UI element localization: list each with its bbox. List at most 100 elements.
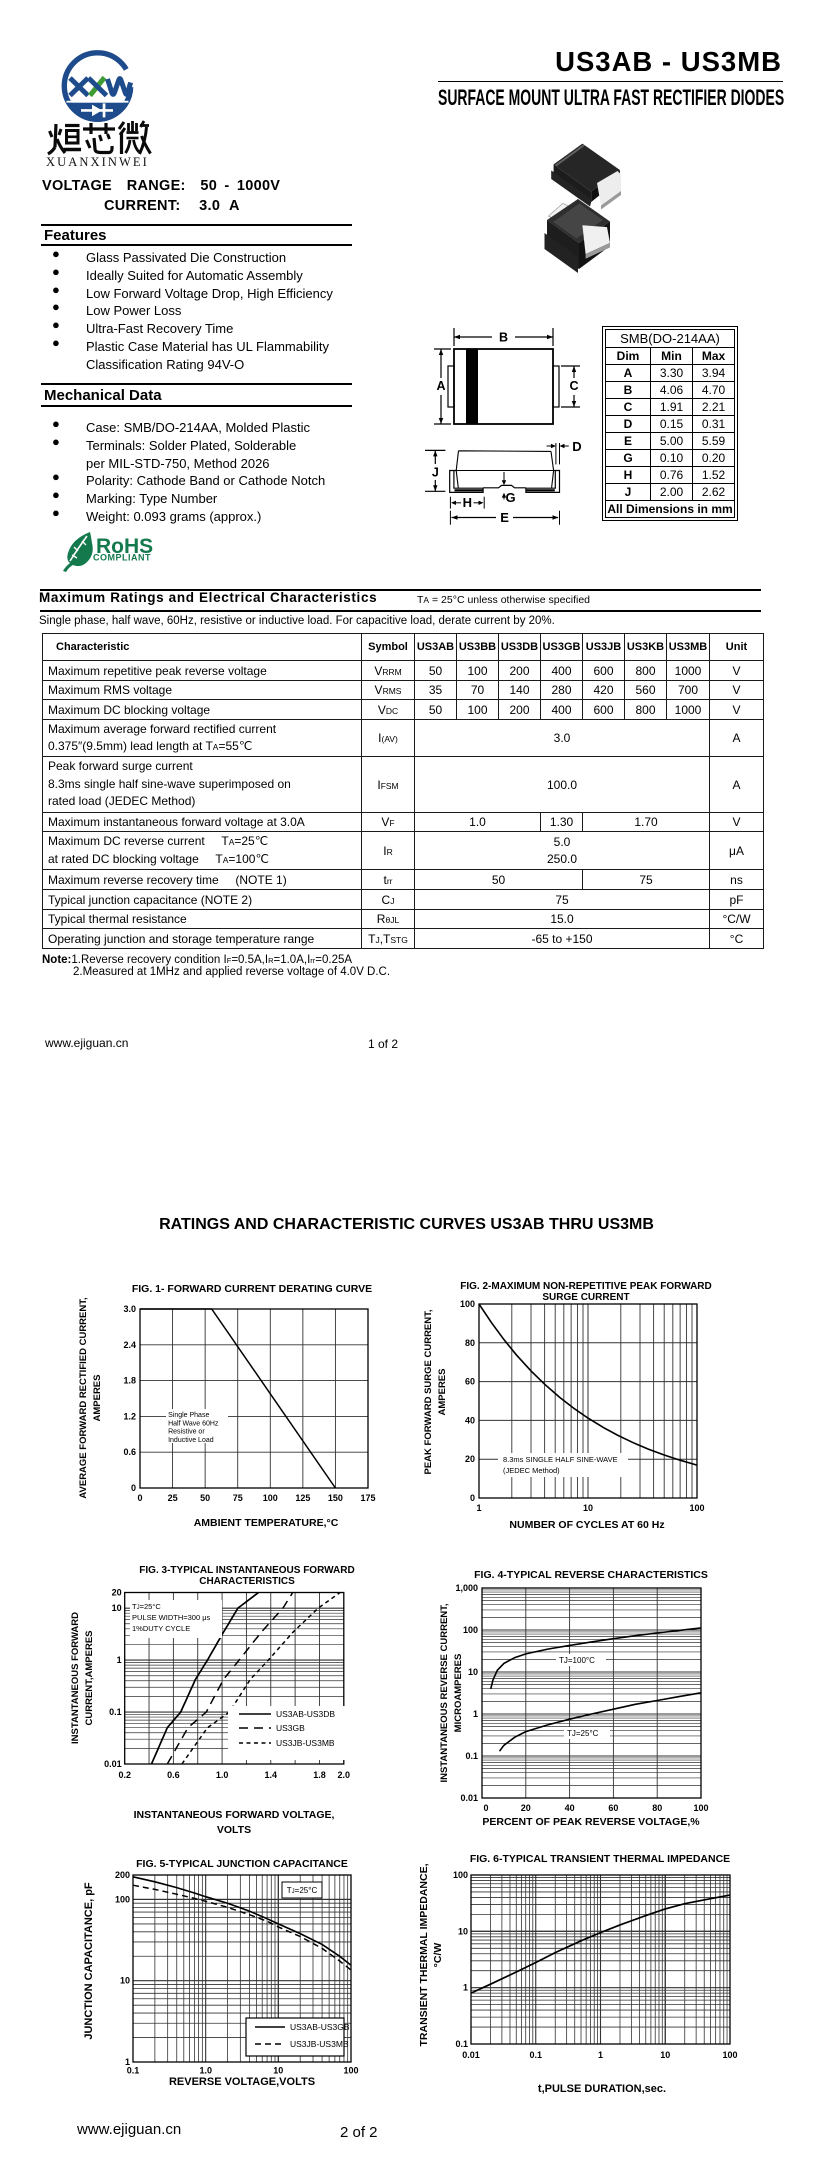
svg-text:FIG. 5-TYPICAL JUNCTION CAPACI: FIG. 5-TYPICAL JUNCTION CAPACITANCE xyxy=(136,1858,348,1870)
svg-text:1.0: 1.0 xyxy=(199,2066,212,2076)
svg-text:1: 1 xyxy=(598,2050,603,2060)
svg-text:US3GB: US3GB xyxy=(276,1723,305,1733)
svg-text:0.1: 0.1 xyxy=(455,2039,468,2049)
svg-text:REVERSE VOLTAGE,VOLTS: REVERSE VOLTAGE,VOLTS xyxy=(169,2076,315,2088)
svg-text:Half Wave 60Hz: Half Wave 60Hz xyxy=(168,1420,219,1427)
svg-text:0.6: 0.6 xyxy=(167,1770,180,1780)
svg-text:INSTANTANEOUS FORWARD VOLTAGE,: INSTANTANEOUS FORWARD VOLTAGE, xyxy=(134,1809,335,1821)
svg-text:H: H xyxy=(463,495,472,510)
svg-text:E: E xyxy=(500,510,509,525)
svg-text:10: 10 xyxy=(583,1503,593,1513)
svg-text:0.1: 0.1 xyxy=(465,1751,478,1761)
svg-text:TJ=25°C: TJ=25°C xyxy=(567,1729,599,1738)
svg-text:20: 20 xyxy=(112,1588,122,1598)
svg-text:60: 60 xyxy=(465,1377,475,1387)
svg-text:100: 100 xyxy=(343,2066,358,2076)
svg-text:1: 1 xyxy=(117,1655,122,1665)
svg-text:COMPLIANT: COMPLIANT xyxy=(93,553,151,563)
svg-text:80: 80 xyxy=(465,1338,475,1348)
svg-text:80: 80 xyxy=(652,1803,662,1813)
svg-text:1: 1 xyxy=(125,2057,130,2067)
svg-text:10: 10 xyxy=(120,1976,130,1986)
svg-text:50: 50 xyxy=(200,1493,210,1503)
svg-text:0: 0 xyxy=(137,1493,142,1503)
svg-text:C: C xyxy=(569,379,578,393)
svg-text:FIG. 6-TYPICAL TRANSIENT THERM: FIG. 6-TYPICAL TRANSIENT THERMAL IMPEDAN… xyxy=(470,1853,730,1865)
svg-text:0: 0 xyxy=(483,1803,488,1813)
svg-text:100: 100 xyxy=(115,1895,130,1905)
svg-text:1: 1 xyxy=(476,1503,481,1513)
svg-text:60: 60 xyxy=(608,1803,618,1813)
svg-text:SURGE CURRENT: SURGE CURRENT xyxy=(542,1292,629,1303)
svg-text:200: 200 xyxy=(115,1870,130,1880)
svg-text:Resistive or: Resistive or xyxy=(168,1429,205,1436)
svg-text:US3JB-US3MB: US3JB-US3MB xyxy=(290,2039,349,2049)
svg-text:0.1: 0.1 xyxy=(109,1707,122,1717)
svg-text:CURRENT,AMPERES: CURRENT,AMPERES xyxy=(84,1630,95,1725)
svg-text:1: 1 xyxy=(473,1709,478,1719)
svg-text:US3JB-US3MB: US3JB-US3MB xyxy=(276,1738,335,1748)
svg-text:75: 75 xyxy=(233,1493,243,1503)
svg-text:AMBIENT TEMPERATURE,°C: AMBIENT TEMPERATURE,°C xyxy=(194,1517,339,1529)
svg-text:1.0: 1.0 xyxy=(216,1770,229,1780)
svg-text:MICROAMPERES: MICROAMPERES xyxy=(453,1654,464,1733)
svg-text:Single Phase: Single Phase xyxy=(168,1412,209,1419)
svg-text:1%DUTY CYCLE: 1%DUTY CYCLE xyxy=(132,1624,190,1633)
svg-text:TJ=25°C: TJ=25°C xyxy=(287,1886,318,1895)
svg-text:10: 10 xyxy=(112,1603,122,1613)
svg-text:100: 100 xyxy=(693,1803,708,1813)
svg-text:FIG. 4-TYPICAL REVERSE CHARACT: FIG. 4-TYPICAL REVERSE CHARACTERISTICS xyxy=(474,1569,708,1581)
svg-text:J: J xyxy=(432,466,439,480)
svg-text:0.2: 0.2 xyxy=(118,1770,131,1780)
svg-text:3.0: 3.0 xyxy=(123,1304,136,1314)
svg-text:125: 125 xyxy=(295,1493,310,1503)
svg-text:INSTANTANEOUS FORWARD: INSTANTANEOUS FORWARD xyxy=(70,1612,81,1744)
svg-text:20: 20 xyxy=(521,1803,531,1813)
svg-text:TRANSIENT THERMAL IMPEDANCE,: TRANSIENT THERMAL IMPEDANCE, xyxy=(418,1863,430,2046)
svg-text:INSTANTANEOUS REVERSE CURRENT,: INSTANTANEOUS REVERSE CURRENT, xyxy=(439,1603,450,1782)
svg-text:VOLTS: VOLTS xyxy=(217,1824,251,1836)
svg-text:AVERAGE FORWARD RECTIFIED CURR: AVERAGE FORWARD RECTIFIED CURRENT, xyxy=(78,1297,89,1498)
svg-text:1.4: 1.4 xyxy=(265,1770,278,1780)
svg-text:40: 40 xyxy=(465,1415,475,1425)
svg-text:t,PULSE DURATION,sec.: t,PULSE DURATION,sec. xyxy=(538,2083,666,2095)
svg-text:1,000: 1,000 xyxy=(455,1583,478,1593)
svg-text:1.8: 1.8 xyxy=(123,1376,136,1386)
svg-text:0: 0 xyxy=(470,1493,475,1503)
svg-text:40: 40 xyxy=(565,1803,575,1813)
svg-text:10: 10 xyxy=(458,1926,468,1936)
svg-text:25: 25 xyxy=(168,1493,178,1503)
svg-text:8.3ms SINGLE HALF SINE-WAVE: 8.3ms SINGLE HALF SINE-WAVE xyxy=(503,1455,618,1464)
svg-text:PULSE WIDTH=300 μs: PULSE WIDTH=300 μs xyxy=(132,1613,211,1622)
svg-text:NUMBER OF CYCLES AT 60 Hz: NUMBER OF CYCLES AT 60 Hz xyxy=(509,1519,664,1531)
svg-text:CHARACTERISTICS: CHARACTERISTICS xyxy=(199,1576,295,1587)
svg-text:1.8: 1.8 xyxy=(313,1770,326,1780)
svg-text:150: 150 xyxy=(328,1493,343,1503)
svg-text:0: 0 xyxy=(131,1483,136,1493)
svg-text:100: 100 xyxy=(263,1493,278,1503)
svg-text:Inductive Load: Inductive Load xyxy=(168,1437,214,1444)
svg-text:AMPERES: AMPERES xyxy=(437,1369,448,1416)
svg-text:100: 100 xyxy=(453,1870,468,1880)
svg-text:°C/W: °C/W xyxy=(432,1943,444,1968)
svg-text:B: B xyxy=(499,331,508,345)
svg-text:0.01: 0.01 xyxy=(460,1793,478,1803)
svg-text:2.4: 2.4 xyxy=(123,1340,136,1350)
svg-text:10: 10 xyxy=(468,1667,478,1677)
svg-text:FIG. 3-TYPICAL INSTANTANEOUS F: FIG. 3-TYPICAL INSTANTANEOUS FORWARD xyxy=(139,1565,354,1576)
svg-text:0.1: 0.1 xyxy=(530,2050,543,2060)
svg-text:20: 20 xyxy=(465,1454,475,1464)
svg-text:US3AB-US3DB: US3AB-US3DB xyxy=(276,1709,335,1719)
svg-text:PERCENT OF PEAK REVERSE VOLTAG: PERCENT OF PEAK REVERSE VOLTAGE,% xyxy=(482,1816,700,1828)
svg-text:0.01: 0.01 xyxy=(104,1759,122,1769)
svg-text:100: 100 xyxy=(460,1299,475,1309)
svg-text:RoHS: RoHS xyxy=(96,535,153,558)
svg-text:0.1: 0.1 xyxy=(127,2066,140,2076)
svg-text:0.01: 0.01 xyxy=(462,2050,480,2060)
svg-text:100: 100 xyxy=(689,1503,704,1513)
svg-text:PEAK FORWARD SURGE CURRENT,: PEAK FORWARD SURGE CURRENT, xyxy=(423,1309,434,1474)
svg-text:10: 10 xyxy=(660,2050,670,2060)
svg-text:US3AB-US3GB: US3AB-US3GB xyxy=(290,2022,350,2032)
svg-text:JUNCTION CAPACITANCE, pF: JUNCTION CAPACITANCE, pF xyxy=(83,1882,95,2040)
svg-text:1: 1 xyxy=(463,1983,468,1993)
